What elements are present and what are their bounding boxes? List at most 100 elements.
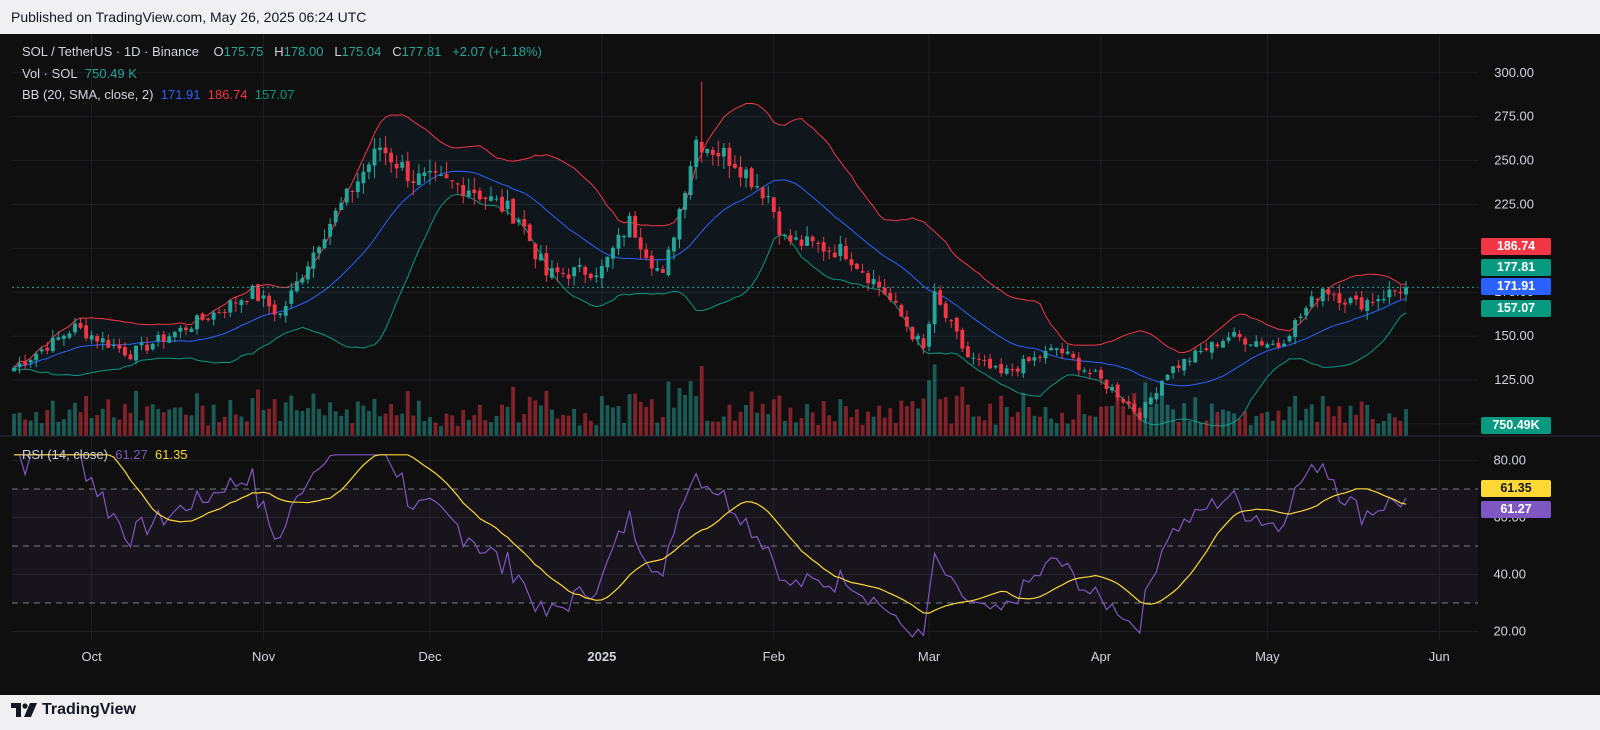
volume-bar [1176,421,1181,436]
candle-body [710,149,715,155]
candle-body [1104,380,1109,390]
volume-bar [533,400,538,436]
candle-body [1232,331,1237,337]
candle-body [755,186,760,188]
candle-body [660,268,665,273]
open-label: O [213,44,224,59]
volume-bar [622,422,626,436]
volume-bar [672,407,676,436]
candle-body [550,268,554,278]
volume-bar [317,408,321,436]
volume-bar [932,364,937,436]
volume-bar [566,415,571,436]
volume-bar [372,398,377,436]
candle-body [616,234,621,249]
candle-body [1043,350,1048,359]
chart-canvas[interactable]: 100.00125.00150.00175.00200.00225.00250.… [0,34,1600,695]
time-tick-label: 2025 [587,649,616,664]
volume-bar [644,406,649,436]
volume-bar [1293,395,1298,436]
volume-bar [1026,407,1031,436]
volume-bar [577,425,582,436]
candle-body [1038,356,1042,358]
volume-bar [1171,409,1176,436]
volume-bar [1370,419,1375,436]
volume-bar [411,415,416,436]
volume-bar [921,398,926,436]
candle-body [777,211,782,235]
volume-bar [311,393,316,436]
candle-body [167,336,172,343]
candle-body [1376,299,1381,302]
volume-bar [561,414,565,436]
candle-body [605,256,610,268]
tradingview-brand[interactable]: TradingView [11,701,136,719]
candle-body [278,313,283,315]
volume-bar [1060,412,1065,436]
candle-body [999,363,1004,374]
bb-label[interactable]: BB (20, SMA, close, 2) [22,87,154,102]
candle-body [888,292,893,300]
volume-bar [239,416,244,436]
candle-body [1160,381,1164,396]
candle-body [805,236,809,246]
volume-bar [344,409,349,436]
volume-bar [161,412,166,436]
candle-body [1248,344,1253,346]
volume-bar [200,405,205,436]
time-tick-label: Oct [82,649,103,664]
candle-body [1176,365,1181,368]
volume-bar [727,404,732,436]
volume-bar [660,417,665,436]
rsi-label[interactable]: RSI (14, close) [22,447,108,462]
candle-body [1354,295,1359,300]
candle-body [494,198,499,200]
bb-basis-value: 171.91 [160,87,201,102]
volume-bar [1121,405,1126,436]
volume-bar [821,401,826,436]
candle-body [28,359,33,363]
volume-bar [328,402,333,436]
candle-body [988,358,993,369]
candle-body [1060,348,1065,354]
volume-bar [39,423,44,436]
volume-bar [810,412,815,436]
bb-basis-badge: 171.91 [1481,278,1551,295]
candle-body [1032,357,1037,361]
volume-bar [655,422,660,436]
volume-label[interactable]: Vol · SOL [22,66,78,81]
volume-bar [145,406,150,436]
volume-bar [1387,413,1392,436]
volume-bar [588,420,593,436]
open-value: 175.75 [223,44,264,59]
candle-body [45,347,50,351]
volume-bar [261,410,266,436]
rsi-tick-label: 80.00 [1493,453,1526,468]
candle-body [893,300,898,303]
candle-body [172,332,177,338]
volume-bar [1115,391,1120,436]
candle-body [544,253,549,276]
candle-body [222,311,227,313]
volume-bar [977,416,981,436]
candle-body [1404,287,1408,295]
volume-badge: 750.49K [1481,417,1551,434]
candle-body [599,266,604,279]
candle-body [228,300,233,313]
volume-bar [1276,410,1281,436]
volume-bar [694,396,699,436]
volume-bar [1193,397,1198,436]
rsi-band-lines [12,488,1478,604]
volume-bar [771,399,776,436]
candle-body [1182,358,1187,371]
candle-body [178,327,183,332]
bb-fill [14,103,1406,427]
candle-body [1021,358,1026,374]
symbol-title[interactable]: SOL / TetherUS · 1D · Binance [22,44,200,59]
time-axis[interactable]: Oct Nov Dec 2025 Feb Mar Apr May Jun [82,649,1450,664]
volume-bar [688,381,693,436]
volume-bar [228,399,233,436]
volume-bar [422,421,427,436]
candle-body [705,148,710,153]
brand-name: TradingView [42,701,136,718]
